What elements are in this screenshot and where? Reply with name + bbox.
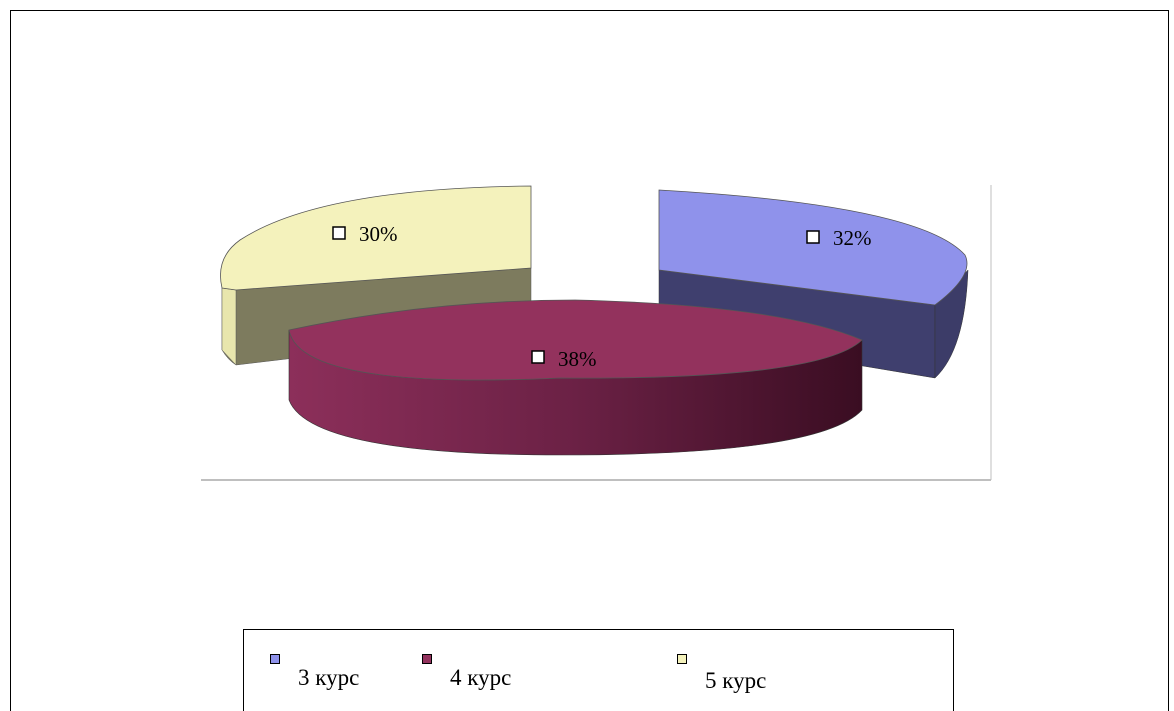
slice-3-kurs-top [658, 189, 968, 306]
data-label-4-kurs-text: 38% [558, 347, 597, 371]
legend-swatch-3-kurs [270, 654, 280, 664]
legend-label-3-kurs: 3 курс [298, 665, 360, 690]
data-label-4-kurs: 38% [531, 347, 597, 371]
chart-frame [10, 10, 1169, 711]
slice-3-kurs [658, 189, 969, 379]
legend-label-5-kurs: 5 курс [705, 668, 767, 693]
legend-item-4-kurs: 4 курс [422, 654, 511, 689]
data-label-5-kurs-marker [332, 226, 346, 240]
data-label-3-kurs: 32% [806, 226, 872, 250]
data-label-3-kurs-text: 32% [833, 226, 872, 250]
data-label-5-kurs-text: 30% [359, 222, 398, 246]
data-label-5-kurs: 30% [332, 222, 398, 246]
data-label-3-kurs-marker [806, 230, 820, 244]
slice-4-kurs [288, 299, 863, 456]
legend-swatch-4-kurs [422, 654, 432, 664]
legend: 3 курс 4 курс 5 курс [243, 629, 954, 711]
legend-item-5-kurs: 5 курс [677, 654, 766, 692]
slice-5-kurs-top [220, 185, 532, 291]
legend-swatch-5-kurs [677, 654, 687, 664]
data-label-4-kurs-marker [531, 350, 545, 364]
slice-4-kurs-top [288, 299, 863, 381]
legend-label-4-kurs: 4 курс [450, 665, 512, 690]
legend-item-3-kurs: 3 курс [270, 654, 359, 689]
